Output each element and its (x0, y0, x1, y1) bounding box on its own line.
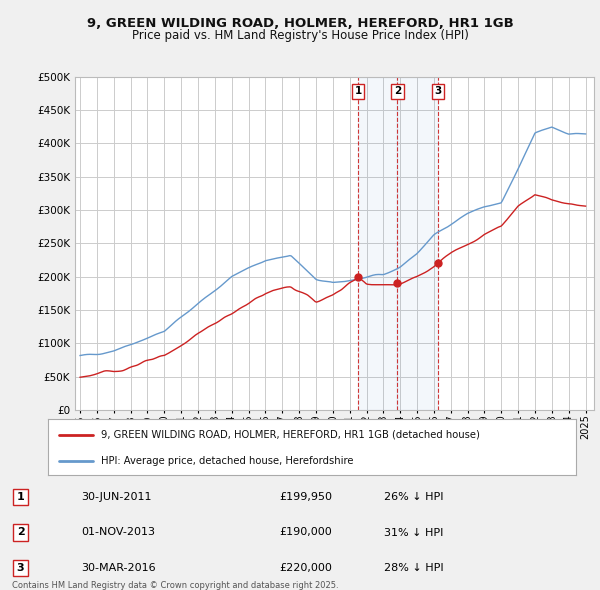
Text: 30-MAR-2016: 30-MAR-2016 (82, 563, 156, 573)
Text: 30-JUN-2011: 30-JUN-2011 (82, 492, 152, 502)
Text: 28% ↓ HPI: 28% ↓ HPI (385, 563, 444, 573)
Text: 9, GREEN WILDING ROAD, HOLMER, HEREFORD, HR1 1GB (detached house): 9, GREEN WILDING ROAD, HOLMER, HEREFORD,… (101, 430, 479, 440)
Text: £220,000: £220,000 (280, 563, 332, 573)
Text: 26% ↓ HPI: 26% ↓ HPI (385, 492, 444, 502)
Text: 2: 2 (17, 527, 25, 537)
Text: £190,000: £190,000 (280, 527, 332, 537)
Text: Price paid vs. HM Land Registry's House Price Index (HPI): Price paid vs. HM Land Registry's House … (131, 29, 469, 42)
Text: 9, GREEN WILDING ROAD, HOLMER, HEREFORD, HR1 1GB: 9, GREEN WILDING ROAD, HOLMER, HEREFORD,… (86, 17, 514, 30)
Text: £199,950: £199,950 (280, 492, 332, 502)
Text: Contains HM Land Registry data © Crown copyright and database right 2025.
This d: Contains HM Land Registry data © Crown c… (12, 581, 338, 590)
Text: 31% ↓ HPI: 31% ↓ HPI (385, 527, 443, 537)
Bar (358, 77, 397, 410)
Text: 1: 1 (355, 86, 362, 96)
Text: 3: 3 (17, 563, 25, 573)
Bar (397, 77, 438, 410)
Text: 3: 3 (434, 86, 442, 96)
Text: 1: 1 (17, 492, 25, 502)
Text: 01-NOV-2013: 01-NOV-2013 (82, 527, 155, 537)
Text: HPI: Average price, detached house, Herefordshire: HPI: Average price, detached house, Here… (101, 456, 353, 466)
Text: 2: 2 (394, 86, 401, 96)
